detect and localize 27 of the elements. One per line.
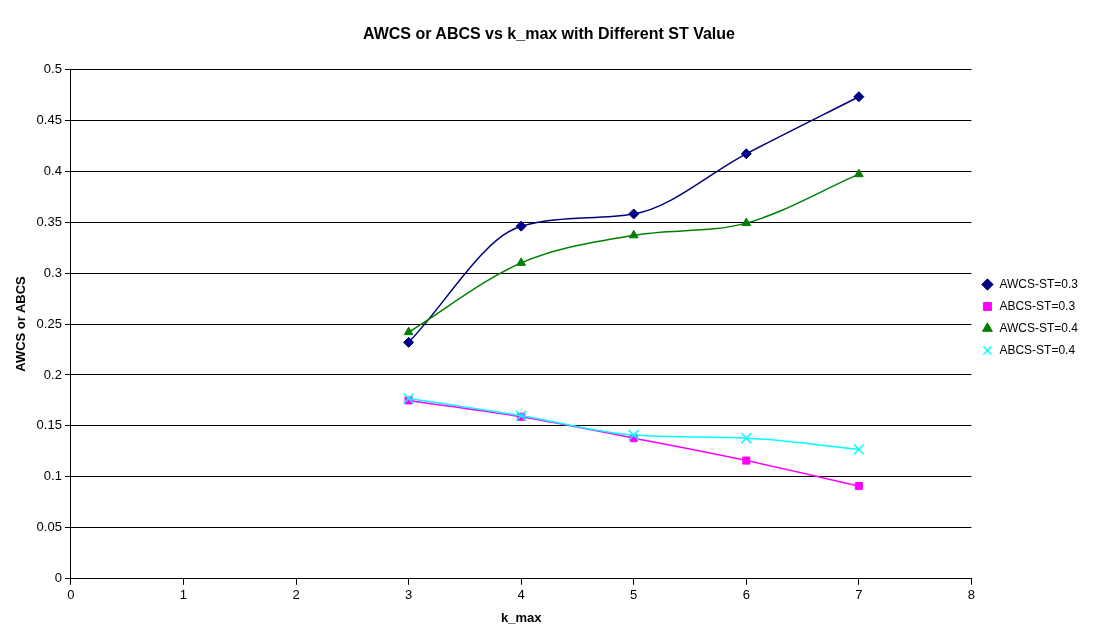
y-tick-label: 0.15: [36, 417, 62, 433]
y-tick-label: 0.2: [43, 366, 62, 382]
y-tick-label: 0.05: [36, 519, 62, 535]
x-tick-label: 5: [630, 587, 638, 603]
y-tick-label: 0.1: [43, 468, 62, 484]
x-tick-label: 3: [404, 587, 413, 603]
x-tick-label: 8: [967, 587, 976, 603]
legend-label: AWCS-ST=0.4: [999, 320, 1079, 335]
legend-label: AWCS-ST=0.3: [999, 276, 1079, 291]
x-tick-label: 7: [855, 587, 863, 603]
y-tick-label: 0.4: [43, 162, 62, 178]
x-tick-label: 1: [179, 587, 188, 603]
y-tick-label: 0.5: [43, 60, 62, 76]
x-tick-label: 6: [742, 587, 750, 603]
y-tick-label: 0.35: [36, 213, 62, 229]
y-tick-label: 0.45: [36, 111, 62, 127]
chart-title: AWCS or ABCS vs k_max with Different ST Value: [363, 25, 736, 43]
x-tick-label: 2: [292, 587, 300, 603]
y-tick-label: 0.3: [43, 264, 62, 280]
x-tick-label: 4: [517, 587, 525, 603]
x-axis-title: k_max: [500, 609, 543, 625]
legend-label: ABCS-ST=0.4: [999, 342, 1076, 357]
x-tick-label: 0: [67, 587, 75, 603]
y-axis-title: AWCS or ABCS: [13, 275, 29, 372]
y-tick-label: 0.25: [36, 315, 62, 331]
legend-label: ABCS-ST=0.3: [999, 298, 1076, 313]
y-tick-label: 0: [54, 570, 62, 586]
